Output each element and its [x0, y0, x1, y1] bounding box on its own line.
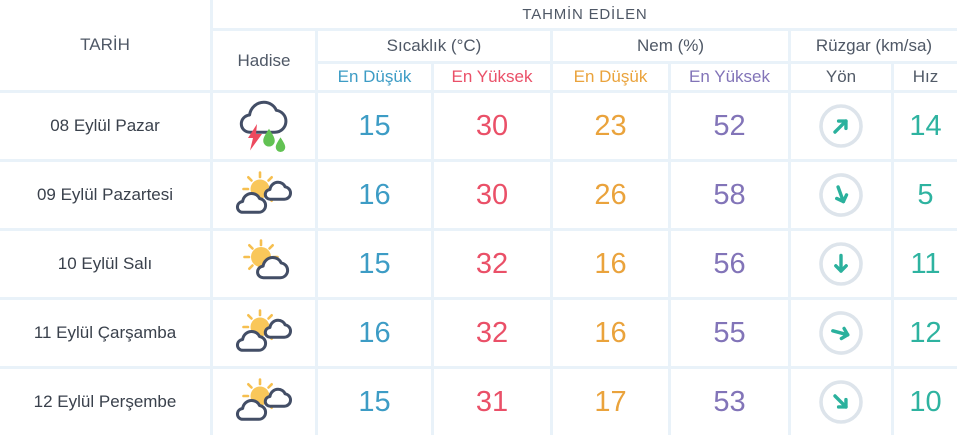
wind-speed-header: Hız — [894, 64, 957, 90]
condition-column-header: Hadise — [213, 31, 315, 90]
humidity-max-cell: 56 — [671, 231, 788, 297]
temp-min-header: En Düşük — [318, 64, 431, 90]
date-cell: 09 Eylül Pazartesi — [0, 162, 210, 228]
temp-max-header: En Yüksek — [434, 64, 550, 90]
temp-max-cell: 32 — [434, 300, 550, 366]
condition-cell — [213, 300, 315, 366]
wind-direction-cell — [791, 369, 891, 435]
temp-min-cell: 16 — [318, 162, 431, 228]
sun-clouds-icon — [236, 378, 292, 421]
humidity-min-cell: 16 — [553, 231, 668, 297]
temp-max-cell: 32 — [434, 231, 550, 297]
wind-direction-icon — [810, 371, 872, 433]
wind-direction-cell — [791, 162, 891, 228]
wind-speed-cell: 12 — [894, 300, 957, 366]
sun-clouds-icon — [236, 171, 292, 214]
wind-direction-icon — [819, 242, 863, 286]
wind-group-header: Rüzgar (km/sa) — [791, 31, 957, 61]
condition-cell — [213, 369, 315, 435]
humidity-max-cell: 53 — [671, 369, 788, 435]
humidity-max-cell: 58 — [671, 162, 788, 228]
humidity-max-header: En Yüksek — [671, 64, 788, 90]
date-cell: 12 Eylül Perşembe — [0, 369, 210, 435]
wind-speed-cell: 11 — [894, 231, 957, 297]
condition-cell — [213, 231, 315, 297]
wind-speed-cell: 5 — [894, 162, 957, 228]
sun-clouds-icon — [236, 309, 292, 352]
condition-cell — [213, 162, 315, 228]
humidity-min-cell: 16 — [553, 300, 668, 366]
temp-max-cell: 30 — [434, 93, 550, 159]
condition-cell — [213, 93, 315, 159]
humidity-min-header: En Düşük — [553, 64, 668, 90]
humidity-min-cell: 26 — [553, 162, 668, 228]
date-column-header: TARİH — [0, 0, 210, 90]
wind-direction-header: Yön — [791, 64, 891, 90]
temp-max-cell: 30 — [434, 162, 550, 228]
wind-direction-cell — [791, 231, 891, 297]
forecast-title: TAHMİN EDİLEN — [213, 0, 957, 28]
temp-min-cell: 15 — [318, 369, 431, 435]
wind-direction-icon — [810, 95, 872, 157]
wind-direction-icon — [814, 306, 868, 360]
humidity-group-header: Nem (%) — [553, 31, 788, 61]
temperature-group-header: Sıcaklık (°C) — [318, 31, 550, 61]
humidity-max-cell: 55 — [671, 300, 788, 366]
date-cell: 10 Eylül Salı — [0, 231, 210, 297]
sun-cloud-icon — [243, 239, 289, 279]
wind-speed-cell: 14 — [894, 93, 957, 159]
humidity-max-cell: 52 — [671, 93, 788, 159]
wind-direction-icon — [813, 167, 869, 223]
date-cell: 11 Eylül Çarşamba — [0, 300, 210, 366]
date-cell: 08 Eylül Pazar — [0, 93, 210, 159]
temp-min-cell: 16 — [318, 300, 431, 366]
temp-min-cell: 15 — [318, 93, 431, 159]
wind-direction-cell — [791, 93, 891, 159]
wind-speed-cell: 10 — [894, 369, 957, 435]
temp-min-cell: 15 — [318, 231, 431, 297]
temp-max-cell: 31 — [434, 369, 550, 435]
thunderstorm-icon — [239, 100, 288, 153]
wind-direction-cell — [791, 300, 891, 366]
humidity-min-cell: 17 — [553, 369, 668, 435]
humidity-min-cell: 23 — [553, 93, 668, 159]
